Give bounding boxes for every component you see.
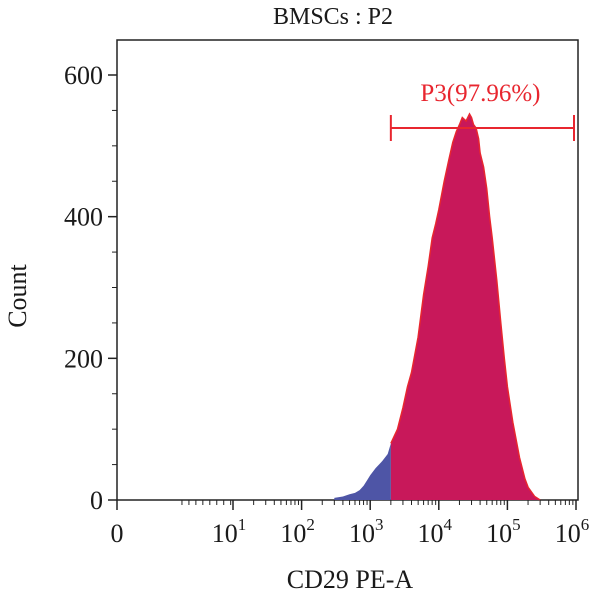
x-axis-label: CD29 PE-A [287, 565, 414, 594]
x-tick-label: 106 [555, 515, 590, 548]
x-tick-label: 101 [212, 515, 247, 548]
gate-p3: P3(97.96%) [389, 80, 575, 141]
x-tick-label: 0 [111, 519, 124, 548]
x-tick-label: 102 [280, 515, 315, 548]
y-tick-label: 200 [64, 344, 103, 373]
y-tick-label: 600 [64, 61, 103, 90]
y-axis-ticks: 0 200 400 600 [64, 61, 117, 515]
chart-title: BMSCs : P2 [273, 4, 393, 30]
histogram-gated-area [390, 114, 541, 500]
y-axis-label: Count [3, 263, 32, 327]
y-tick-label: 400 [64, 203, 103, 232]
histogram-ungated-area [334, 443, 391, 500]
x-tick-label: 105 [486, 515, 521, 548]
gate-label: P3(97.96%) [420, 80, 540, 107]
histogram-outline [390, 112, 541, 501]
y-tick-label: 0 [90, 486, 103, 515]
x-tick-label: 103 [349, 515, 384, 548]
x-tick-label: 104 [418, 515, 453, 548]
x-axis-ticks: 0 101 102 103 104 105 106 [111, 500, 590, 548]
